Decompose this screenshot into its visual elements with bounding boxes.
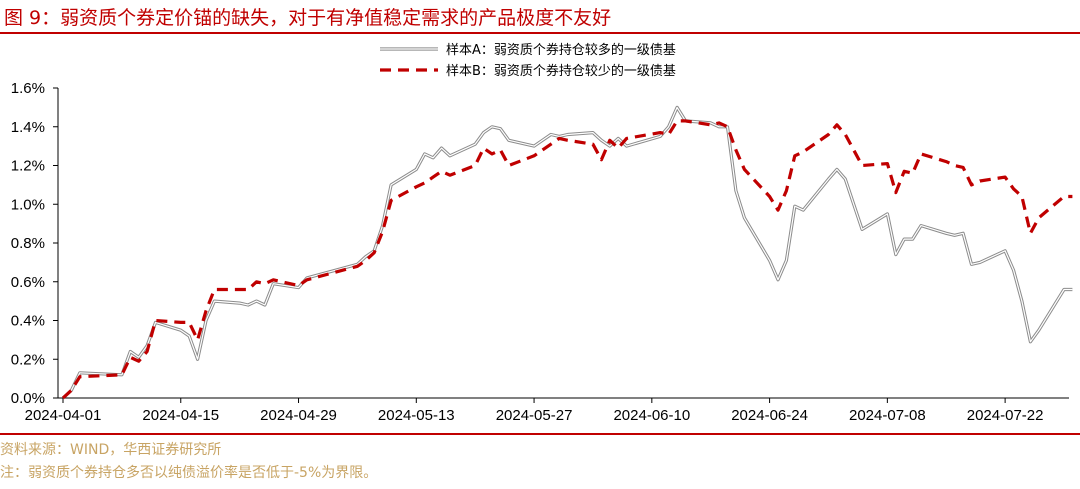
y-tick-label: 1.0% — [11, 196, 45, 213]
line-chart: 0.0% 0.2% 0.4% 0.6% 0.8% 1.0% 1.2% 1.4% 1.6% 2024… — [11, 42, 1073, 424]
y-tick-label: 0.8% — [11, 235, 45, 252]
figure-title: 图 9：弱资质个券定价锚的缺失，对于有净值稳定需求的产品极度不友好 — [4, 7, 612, 29]
legend-label-b: 样本B：弱资质个券持仓较少的一级债基 — [446, 63, 676, 79]
y-tick-label: 1.6% — [11, 80, 45, 97]
y-tick-label: 0.0% — [11, 390, 45, 407]
x-tick-label: 2024-05-27 — [496, 407, 573, 424]
x-tick-label: 2024-07-08 — [849, 407, 926, 424]
y-tick-label: 1.4% — [11, 119, 45, 136]
footnote: 注：弱资质个券持仓多否以纯债溢价率是否低于-5%为界限。 — [0, 465, 378, 481]
x-tick-label: 2024-06-10 — [613, 407, 690, 424]
x-tick-label: 2024-06-24 — [731, 407, 808, 424]
x-tick-label: 2024-04-15 — [142, 407, 219, 424]
series-line-a-outline — [61, 105, 1073, 400]
legend-label-a: 样本A：弱资质个券持仓较多的一级债基 — [446, 42, 676, 58]
x-tick-label: 2024-05-13 — [378, 407, 455, 424]
footer-divider — [0, 433, 1080, 435]
title-divider — [0, 32, 1080, 34]
x-tick-label: 2024-07-22 — [967, 407, 1044, 424]
y-tick-label: 0.6% — [11, 274, 45, 291]
series-line-b — [61, 119, 1073, 400]
y-tick-label: 1.2% — [11, 158, 45, 175]
x-tick-label: 2024-04-29 — [260, 407, 337, 424]
series-line-a — [62, 106, 1073, 399]
x-tick-label: 2024-04-01 — [25, 407, 102, 424]
y-tick-label: 0.2% — [11, 351, 45, 368]
y-tick-label: 0.4% — [11, 313, 45, 330]
source-note: 资料来源：WIND，华西证券研究所 — [0, 442, 222, 458]
